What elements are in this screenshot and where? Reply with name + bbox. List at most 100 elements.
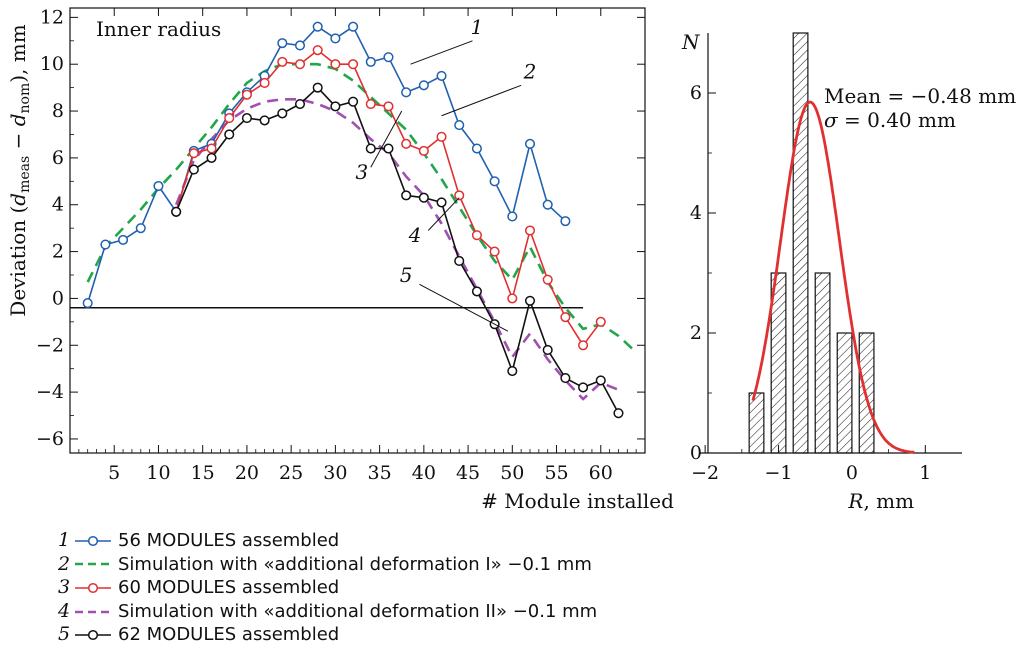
- series-3-point: [489, 246, 500, 257]
- histogram-plot: −2 −1 0 1 0 2 4 6 N R, mm Mean = −0.48 mmσ = 0.40 …: [681, 30, 1016, 513]
- series-3-point: [330, 59, 341, 70]
- y-tick-label: 10: [40, 53, 64, 75]
- hist-y-axis-label: N: [681, 30, 701, 54]
- series-1-point: [418, 80, 429, 91]
- legend-marker: [87, 582, 99, 594]
- series-3-point: [188, 148, 199, 159]
- series-3-point: [401, 138, 412, 149]
- series-1-point: [383, 52, 394, 63]
- series-1-point: [118, 234, 129, 245]
- legend-swatch: [75, 610, 111, 613]
- series-3-point: [471, 230, 482, 241]
- series-5-point: [224, 129, 235, 140]
- x-tick-label: 40: [412, 462, 436, 484]
- hist-bar: [836, 332, 853, 454]
- series-3-point: [365, 98, 376, 110]
- callout-label-1: 1: [471, 15, 484, 39]
- series-5-point: [595, 375, 606, 386]
- legend-label: 60 MODULES assembled: [118, 577, 340, 599]
- x-tick-label: 55: [544, 462, 568, 484]
- legend-label: 56 MODULES assembled: [118, 530, 340, 551]
- series-1-point: [312, 21, 323, 32]
- series-5-point: [188, 164, 199, 175]
- series-3-point: [312, 45, 323, 56]
- series-5-point: [401, 190, 412, 201]
- x-tick-label: 15: [191, 462, 215, 484]
- series-5-point: [365, 143, 376, 154]
- legend-swatch: [75, 582, 111, 594]
- series-3-point: [418, 145, 429, 156]
- series-3-point: [454, 190, 465, 201]
- callout-label-5: 5: [400, 263, 413, 287]
- series-1-point: [471, 143, 482, 154]
- x-tick-label: 5: [108, 462, 120, 484]
- series-5-point: [418, 192, 429, 203]
- series-5-point: [312, 82, 323, 93]
- series-3-point: [578, 340, 589, 351]
- x-tick-label: 25: [279, 462, 303, 484]
- series-3-point: [383, 101, 394, 112]
- series-3-point: [542, 274, 553, 285]
- series-1-point: [524, 138, 536, 149]
- x-tick-label: 20: [235, 462, 259, 484]
- legend-item-1: 1 56 MODULES assembled: [58, 529, 597, 553]
- x-tick-label: 35: [368, 462, 392, 484]
- inner-radius-annotation: Inner radius: [96, 17, 221, 41]
- x-axis-label: # Module installed: [481, 489, 674, 513]
- y-tick-label: 6: [52, 147, 64, 169]
- plot-frame: [69, 7, 646, 454]
- hist-bar: [814, 272, 831, 454]
- series-1-point: [294, 40, 306, 51]
- series-5-point: [560, 373, 571, 384]
- legend-number: 3: [58, 576, 71, 599]
- series-1-point: [153, 180, 164, 192]
- figure-canvas: 5 10 15 20 25 30 35 40 45 50 55 60−6−4−2024681012# …: [6, 6, 1016, 513]
- series-2-line: [86, 62, 638, 354]
- series-5-point: [578, 382, 589, 393]
- series-5-point: [542, 344, 553, 355]
- callout-leader-1: [410, 40, 473, 65]
- series-5-point: [206, 152, 217, 163]
- series-3-point: [294, 59, 306, 70]
- callout-label-3: 3: [356, 160, 369, 184]
- series-1-point: [436, 70, 447, 81]
- legend-number: 1: [58, 529, 71, 551]
- series-5-point: [613, 408, 624, 419]
- series-3-point: [241, 89, 252, 100]
- series-3-point: [524, 225, 536, 236]
- series-5-line: [175, 86, 620, 414]
- y-tick-label: 8: [52, 100, 64, 122]
- hist-bar: [770, 272, 787, 454]
- hist-bar: [792, 32, 809, 454]
- series-5-point: [348, 96, 359, 107]
- callout-label-4: 4: [408, 223, 422, 247]
- y-tick-label: 4: [52, 194, 64, 216]
- series-1-point: [330, 33, 341, 44]
- series-5-point: [454, 255, 465, 266]
- legend-swatch: [75, 630, 111, 641]
- legend-number: 5: [58, 623, 71, 646]
- y-tick-label: −2: [36, 334, 64, 356]
- hist-x-tick-label: 0: [846, 462, 858, 484]
- series-5-point: [330, 101, 341, 112]
- series-1-point: [277, 38, 288, 49]
- legend-swatch: [75, 563, 111, 566]
- hist-x-tick-label: −1: [765, 462, 793, 484]
- legend: 1 56 MODULES assembled 2 Simulation with «a…: [58, 529, 597, 647]
- x-tick-label: 10: [146, 462, 170, 484]
- series-5-point: [294, 98, 306, 110]
- series-5-point: [171, 206, 182, 217]
- series-1-point: [401, 87, 412, 98]
- legend-swatch: [75, 535, 111, 546]
- series-3-point: [206, 143, 217, 154]
- series-3-point: [259, 77, 270, 88]
- series-5-point: [436, 197, 447, 208]
- hist-x-tick-label: 1: [919, 462, 931, 484]
- deviation-plot: 5 10 15 20 25 30 35 40 45 50 55 60−6−4−2024681012# …: [6, 6, 674, 513]
- y-tick-label: −6: [36, 428, 64, 450]
- x-tick-label: 50: [500, 462, 524, 484]
- series-1-point: [100, 239, 111, 250]
- legend-label: Simulation with «additional deformation …: [118, 600, 598, 622]
- y-tick-label: 0: [52, 287, 64, 309]
- hist-x-tick-label: −2: [691, 462, 719, 484]
